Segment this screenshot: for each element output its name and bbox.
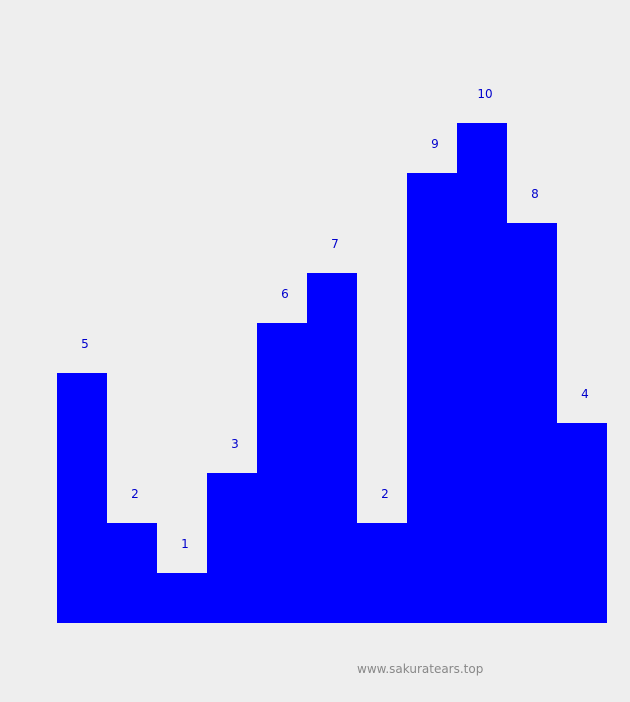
watermark-text: www.sakuratears.top: [357, 662, 484, 676]
bar-value-label-0: 5: [81, 337, 89, 351]
bar-value-label-2: 1: [181, 537, 189, 551]
bars-group: [57, 123, 607, 623]
bar-10: [557, 423, 607, 623]
bar-0: [57, 373, 107, 623]
bar-value-label-8: 10: [477, 87, 492, 101]
bar-6: [357, 523, 407, 623]
bar-4: [257, 323, 307, 623]
labels-group: 5 2 1 3 6 7 2 9 10 8 4: [81, 87, 589, 551]
bar-5: [307, 273, 357, 623]
bar-value-label-3: 3: [231, 437, 239, 451]
bar-value-label-9: 8: [531, 187, 539, 201]
bar-9: [507, 223, 557, 623]
bar-value-label-10: 4: [581, 387, 589, 401]
bar-1: [107, 523, 157, 623]
bar-7: [407, 173, 457, 623]
bar-value-label-4: 6: [281, 287, 289, 301]
bar-value-label-7: 9: [431, 137, 439, 151]
bar-value-label-5: 7: [331, 237, 339, 251]
bar-3: [207, 473, 257, 623]
bar-value-label-6: 2: [381, 487, 389, 501]
bar-value-label-1: 2: [131, 487, 139, 501]
bar-2: [157, 573, 207, 623]
bar-8: [457, 123, 507, 623]
